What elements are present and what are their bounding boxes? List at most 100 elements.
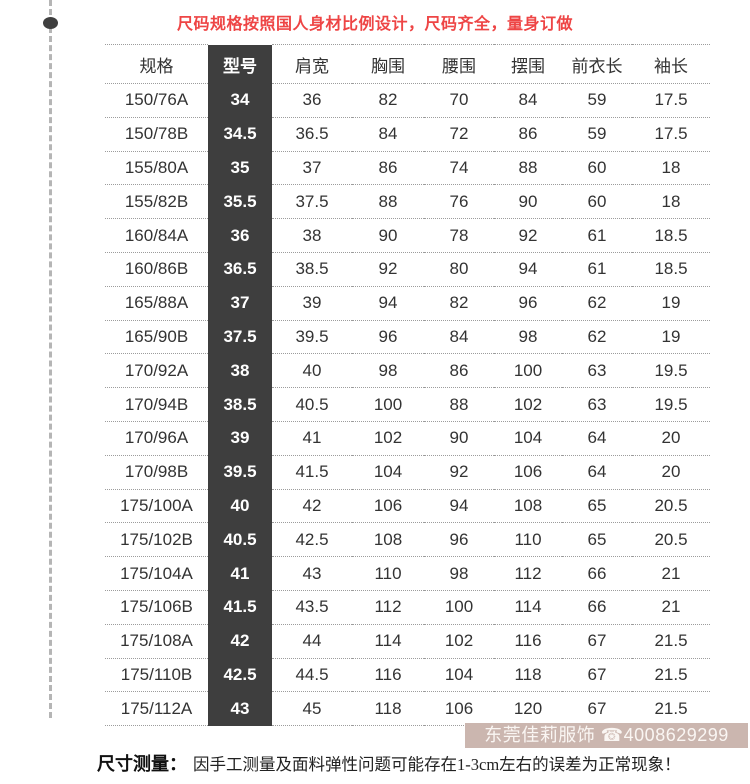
- spec-cell: 175/100A: [105, 489, 208, 524]
- measure-cell: 88: [494, 151, 562, 186]
- measure-cell: 116: [494, 624, 562, 659]
- measure-cell: 118: [352, 691, 424, 727]
- model-cell: 42.5: [208, 658, 272, 692]
- model-cell: 35: [208, 151, 272, 185]
- column-header-8: 袖长: [632, 44, 710, 84]
- measure-cell: 100: [352, 387, 424, 422]
- measure-cell: 78: [424, 218, 494, 253]
- measure-cell: 18.5: [632, 252, 710, 287]
- model-cell: 40.5: [208, 522, 272, 557]
- measure-cell: 38.5: [272, 252, 352, 287]
- measure-cell: 94: [352, 286, 424, 321]
- column-header-3: 肩宽: [272, 44, 352, 84]
- spec-cell: 150/78B: [105, 117, 208, 152]
- phone-number: 4008629299: [623, 725, 729, 745]
- model-cell: 35.5: [208, 184, 272, 219]
- measure-cell: 106: [424, 691, 494, 727]
- measure-cell: 92: [494, 218, 562, 253]
- table-row: 150/78B 34.5 36.5 84 72 86 59 17.5: [105, 117, 710, 152]
- model-cell: 38.5: [208, 387, 272, 422]
- measure-cell: 104: [352, 455, 424, 490]
- table-row: 175/102B 40.5 42.5 108 96 110 65 20.5: [105, 522, 710, 558]
- measure-cell: 59: [562, 117, 632, 152]
- model-cell: 36: [208, 218, 272, 253]
- measure-cell: 38: [272, 218, 352, 253]
- spec-cell: 170/98B: [105, 455, 208, 490]
- spec-cell: 170/92A: [105, 353, 208, 389]
- column-header-4: 胸围: [352, 44, 424, 84]
- note-text: 因手工测量及面料弹性问题可能存在1-3cm左右的误差为正常现象！: [193, 755, 681, 774]
- model-cell: 40: [208, 489, 272, 523]
- spec-cell: 170/96A: [105, 421, 208, 456]
- measure-cell: 112: [494, 556, 562, 591]
- brand-name: 东莞佳莉服饰: [484, 725, 596, 745]
- column-header-1: 规格: [105, 44, 208, 84]
- measure-cell: 86: [424, 353, 494, 389]
- measure-cell: 36.5: [272, 117, 352, 152]
- measure-cell: 67: [562, 624, 632, 659]
- watermark-badge: 东莞佳莉服饰 ☎4008629299: [465, 723, 748, 748]
- measure-cell: 21.5: [632, 658, 710, 693]
- measure-cell: 21: [632, 556, 710, 591]
- measure-cell: 70: [424, 83, 494, 118]
- measure-cell: 42: [272, 489, 352, 524]
- model-cell: 41: [208, 556, 272, 591]
- measure-cell: 65: [562, 522, 632, 558]
- measure-cell: 96: [352, 320, 424, 355]
- spec-cell: 175/104A: [105, 556, 208, 591]
- model-cell: 37.5: [208, 320, 272, 354]
- spec-cell: 160/84A: [105, 218, 208, 253]
- measure-cell: 82: [352, 83, 424, 118]
- size-table-body: 150/76A 34 36 82 70 84 59 17.5 150/78B 34.5 36.5 84…: [105, 83, 710, 727]
- measure-cell: 41: [272, 421, 352, 456]
- spec-cell: 165/90B: [105, 320, 208, 355]
- measure-cell: 118: [494, 658, 562, 693]
- measure-cell: 90: [494, 184, 562, 220]
- measure-cell: 62: [562, 320, 632, 355]
- spec-cell: 155/82B: [105, 184, 208, 220]
- measure-cell: 88: [424, 387, 494, 422]
- model-cell: 38: [208, 353, 272, 388]
- column-header-7: 前衣长: [562, 44, 632, 84]
- column-header-6: 摆围: [494, 44, 562, 84]
- measure-cell: 114: [352, 624, 424, 659]
- table-row: 170/96A 39 41 102 90 104 64 20: [105, 421, 710, 456]
- table-row: 175/110B 42.5 44.5 116 104 118 67 21.5: [105, 658, 710, 693]
- table-row: 175/104A 41 43 110 98 112 66 21: [105, 556, 710, 591]
- measure-cell: 45: [272, 691, 352, 727]
- model-cell: 34.5: [208, 117, 272, 152]
- measure-cell: 44: [272, 624, 352, 659]
- table-row: 160/84A 36 38 90 78 92 61 18.5: [105, 218, 710, 253]
- table-row: 175/100A 40 42 106 94 108 65 20.5: [105, 489, 710, 524]
- column-header-5: 腰围: [424, 44, 494, 84]
- spec-cell: 170/94B: [105, 387, 208, 422]
- measure-cell: 82: [424, 286, 494, 321]
- table-row: 155/82B 35.5 37.5 88 76 90 60 18: [105, 184, 710, 220]
- table-row: 170/92A 38 40 98 86 100 63 19.5: [105, 353, 710, 389]
- measure-cell: 92: [352, 252, 424, 287]
- measure-cell: 36: [272, 83, 352, 118]
- measure-cell: 84: [424, 320, 494, 355]
- model-cell: 37: [208, 286, 272, 321]
- measure-cell: 104: [424, 658, 494, 693]
- measure-cell: 20.5: [632, 489, 710, 524]
- measure-cell: 106: [494, 455, 562, 490]
- measure-cell: 39: [272, 286, 352, 321]
- measure-cell: 76: [424, 184, 494, 220]
- measure-cell: 110: [352, 556, 424, 591]
- table-row: 150/76A 34 36 82 70 84 59 17.5: [105, 83, 710, 118]
- measure-cell: 63: [562, 353, 632, 389]
- measure-cell: 64: [562, 421, 632, 456]
- measure-cell: 116: [352, 658, 424, 693]
- measure-cell: 20: [632, 455, 710, 490]
- table-row: 160/86B 36.5 38.5 92 80 94 61 18.5: [105, 252, 710, 287]
- measure-cell: 94: [494, 252, 562, 287]
- measure-cell: 39.5: [272, 320, 352, 355]
- measure-cell: 61: [562, 218, 632, 253]
- spec-cell: 165/88A: [105, 286, 208, 321]
- measure-cell: 19: [632, 286, 710, 321]
- measure-cell: 59: [562, 83, 632, 118]
- model-cell: 39.5: [208, 455, 272, 490]
- measure-cell: 40: [272, 353, 352, 389]
- measure-cell: 108: [352, 522, 424, 558]
